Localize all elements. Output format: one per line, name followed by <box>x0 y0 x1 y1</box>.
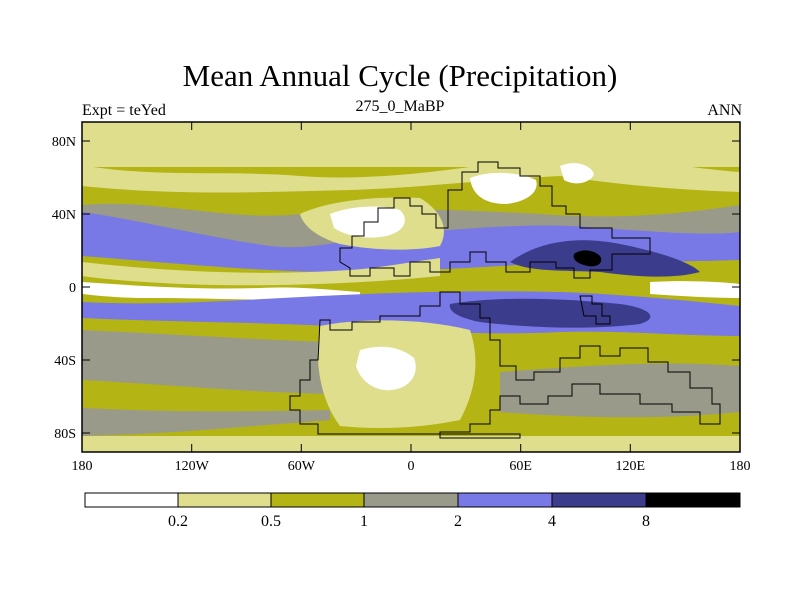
field-gray-south-east <box>500 363 740 418</box>
legend-swatch-5 <box>457 492 553 508</box>
legend-swatch-1 <box>84 492 179 508</box>
legend-label-6: 8 <box>642 513 650 530</box>
x-label-60w: 60W <box>288 459 316 474</box>
legend-swatch-7 <box>645 492 741 508</box>
season-label: ANN <box>707 102 742 119</box>
field-white-east <box>560 163 594 184</box>
legend-label-5: 4 <box>548 513 556 530</box>
experiment-label: Expt = teYed <box>82 102 166 119</box>
legend-bar <box>84 492 741 508</box>
y-label-0: 0 <box>69 281 76 296</box>
x-label-120w: 120W <box>175 459 210 474</box>
legend-swatch-6 <box>551 492 647 508</box>
legend-swatch-4 <box>363 492 459 508</box>
y-ticks <box>82 140 740 434</box>
field-white-arctic <box>470 172 537 204</box>
continent-outline-south <box>289 291 721 439</box>
y-label-40n: 40N <box>52 208 76 223</box>
x-ticks <box>81 122 741 452</box>
field-white-eq-east <box>650 281 740 298</box>
legend-label-2: 0.5 <box>261 513 281 530</box>
legend-label-1: 0.2 <box>168 513 188 530</box>
field-light-15n <box>82 258 440 286</box>
legend-label-4: 2 <box>454 513 462 530</box>
y-label-80s: 80S <box>54 427 76 442</box>
period-label: 275_0_MaBP <box>355 98 445 115</box>
y-label-40s: 40S <box>54 354 76 369</box>
continent-outline-arm <box>579 295 611 325</box>
x-label-180w: 180 <box>72 459 93 474</box>
field-olive-south <box>82 380 330 412</box>
x-label-180e: 180 <box>730 459 751 474</box>
continent-outline-north <box>339 161 651 279</box>
x-label-120e: 120E <box>616 459 646 474</box>
legend-swatch-2 <box>177 492 272 508</box>
x-label-60e: 60E <box>509 459 532 474</box>
legend-label-3: 1 <box>360 513 368 530</box>
plot-title: Mean Annual Cycle (Precipitation) <box>182 58 618 93</box>
field-black-max <box>573 250 602 267</box>
field-dark-south <box>449 298 651 328</box>
x-label-0: 0 <box>408 459 415 474</box>
field-white-eq <box>82 282 360 301</box>
map-field <box>82 122 740 452</box>
field-white-continent-south <box>356 346 416 391</box>
legend-swatch-3 <box>270 492 365 508</box>
y-label-80n: 80N <box>52 135 76 150</box>
